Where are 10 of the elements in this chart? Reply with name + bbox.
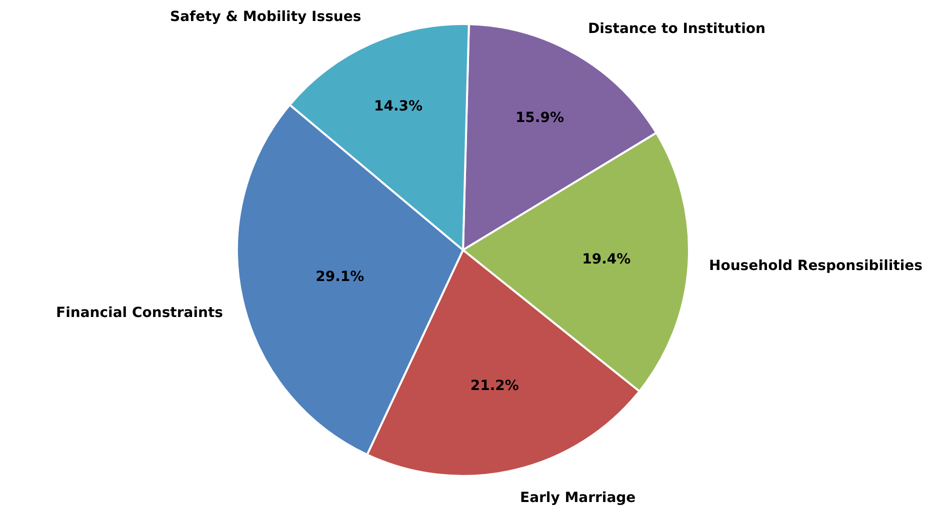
slice-label: Distance to Institution [588,21,766,37]
slice-label: Safety & Mobility Issues [170,9,362,25]
slice-label: Early Marriage [520,490,636,506]
data-label: 19.4% [582,251,631,268]
data-label: 15.9% [515,110,564,126]
slice-label: Household Responsibilities [709,258,922,274]
data-label: 29.1% [316,269,364,286]
data-label: 14.3% [374,98,423,114]
data-label: 21.2% [470,378,519,394]
slice-label: Financial Constraints [56,305,223,321]
